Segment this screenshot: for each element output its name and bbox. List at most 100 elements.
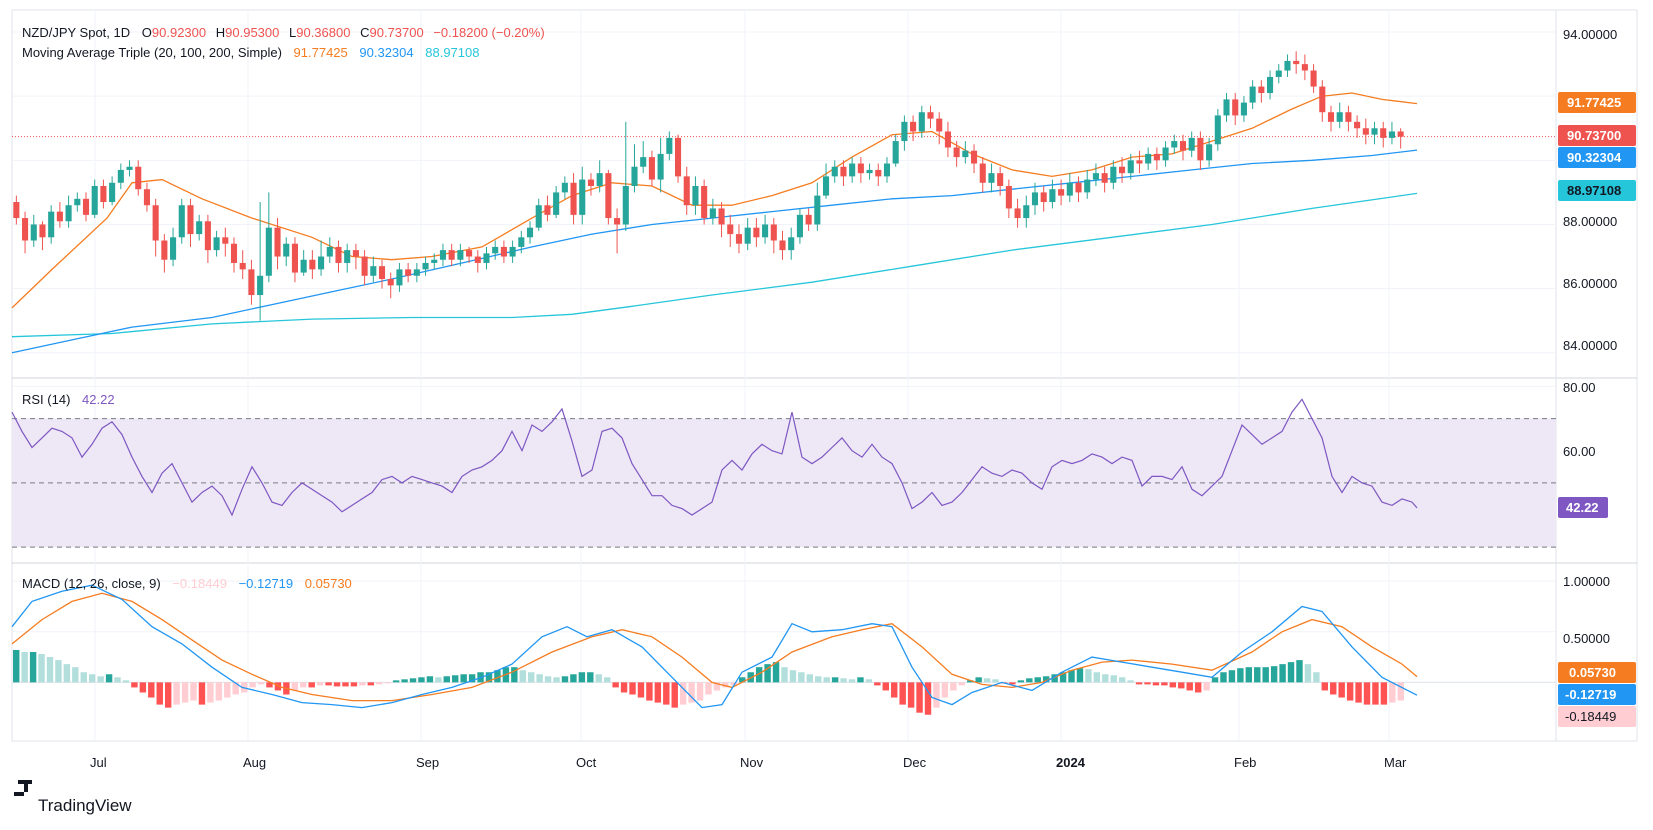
macd-histogram-bar	[139, 682, 147, 693]
candle-body	[770, 224, 777, 241]
candle-body	[1275, 70, 1282, 77]
macd-histogram-bar	[764, 664, 771, 683]
candle-body	[48, 211, 55, 238]
macd-histogram-bar	[755, 667, 763, 683]
candle-body	[1188, 137, 1195, 151]
tradingview-logo[interactable]: TradingView	[14, 780, 132, 815]
candle-body	[1014, 208, 1021, 219]
candle-body	[788, 237, 795, 251]
candle-body	[431, 259, 438, 263]
candle-body	[1258, 86, 1265, 93]
gridlines	[12, 10, 1556, 741]
candle-body	[492, 246, 499, 254]
candle-body	[962, 150, 969, 158]
time-tick-aug: Aug	[243, 755, 266, 770]
candle-body	[1345, 112, 1352, 122]
candle-body	[1031, 192, 1039, 206]
close-label: C	[360, 25, 369, 40]
high-value: 90.95300	[225, 25, 279, 40]
macd-histogram-bar	[1304, 664, 1312, 683]
candle-body	[1293, 60, 1300, 65]
macd-histogram-bar	[485, 672, 493, 683]
candle-body	[239, 262, 246, 270]
macd-histogram-bar	[1254, 667, 1261, 683]
candle-body	[361, 256, 368, 276]
ma20-value: 91.77425	[294, 45, 348, 60]
macd-histogram-bar	[1161, 682, 1168, 686]
macd-line	[11, 584, 1418, 709]
macd-histogram-bar	[536, 674, 543, 683]
macd-histogram-bar	[967, 680, 974, 683]
macd-histogram-bar	[173, 682, 180, 705]
macd-histogram-bar	[460, 674, 467, 683]
candle-body	[1319, 86, 1326, 113]
macd-histogram-bar	[1380, 682, 1388, 705]
candle-body	[727, 224, 734, 235]
candle-body	[187, 205, 194, 235]
macd-histogram-bar	[1144, 682, 1151, 685]
candle-body	[1092, 173, 1099, 180]
macd-histogram-bar	[1321, 682, 1329, 691]
macd-histogram-bar	[1127, 680, 1134, 683]
rsi-tag-text: 42.22	[1566, 500, 1599, 515]
macd-histogram-bar	[291, 682, 299, 691]
macd-histogram-bar	[300, 682, 307, 688]
candle-body	[1240, 102, 1247, 116]
rsi-tick-60: 60.00	[1563, 444, 1596, 459]
macd-histogram-bar	[63, 664, 71, 683]
macd-histogram-bar	[1051, 674, 1058, 683]
macd-tag-hist: -0.18449	[1558, 706, 1636, 727]
macd-histogram-bar	[1068, 670, 1075, 683]
macd-histogram-bar	[865, 679, 873, 683]
macd-histogram-bar	[1152, 682, 1160, 686]
candle-body	[56, 211, 63, 222]
candle-body	[65, 205, 72, 222]
candle-body	[1023, 205, 1030, 219]
price-tick-86: 86.00000	[1563, 276, 1617, 291]
ma-label: Moving Average Triple (20, 100, 200, Sim…	[22, 45, 282, 60]
candle-body	[1049, 189, 1056, 203]
macd-histogram-bar	[1270, 666, 1278, 683]
macd-tick-1: 1.00000	[1563, 574, 1610, 589]
candle-body	[579, 179, 586, 215]
candle-body	[248, 269, 255, 296]
candle-body	[39, 224, 46, 238]
candle-body	[1118, 166, 1126, 174]
candle-body	[796, 214, 803, 238]
price-tick-94: 94.00000	[1563, 27, 1617, 42]
ma200-line	[11, 192, 1418, 338]
macd-tag-signal: 0.05730	[1558, 662, 1636, 683]
macd-histogram-bar	[1203, 682, 1210, 691]
macd-histogram-bar	[671, 682, 678, 708]
time-tick-mar: Mar	[1384, 755, 1407, 770]
ma100-line	[11, 149, 1418, 354]
change-value: −0.18200 (−0.20%)	[433, 25, 544, 40]
macd-histogram-bar	[224, 682, 231, 698]
rsi-tag: 42.22	[1558, 497, 1608, 518]
candle-body	[117, 169, 124, 183]
macd-histogram-bar	[705, 682, 712, 695]
ma-legend: Moving Average Triple (20, 100, 200, Sim…	[22, 45, 479, 60]
candle-body	[274, 227, 281, 257]
candle-body	[596, 173, 603, 186]
price-tick-88: 88.00000	[1563, 214, 1617, 229]
ma100-value: 90.32304	[359, 45, 413, 60]
time-tick-feb: Feb	[1234, 755, 1256, 770]
tradingview-logo-icon	[14, 780, 32, 796]
candle-body	[1206, 144, 1213, 161]
macd-histogram-bar	[207, 682, 214, 703]
macd-histogram-bar	[975, 677, 982, 683]
candle-body	[448, 250, 455, 260]
candle-body	[283, 243, 290, 257]
candle-body	[753, 227, 760, 238]
macd-histogram-bar	[730, 682, 738, 686]
candle-body	[257, 275, 264, 296]
candle-body	[805, 214, 812, 225]
macd-histogram-bar	[1110, 675, 1117, 683]
candle-body	[892, 141, 899, 164]
candle-body	[640, 157, 647, 167]
macd-histogram-bar	[1042, 676, 1050, 683]
macd-histogram-bar	[392, 680, 400, 683]
candle-body	[178, 205, 185, 238]
